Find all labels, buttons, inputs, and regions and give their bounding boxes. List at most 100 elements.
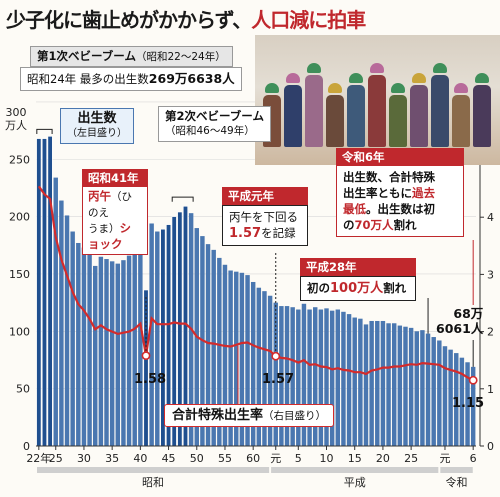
births-bar [397,325,403,446]
reiwa6-line1: 出生数、合計特殊 [343,170,435,184]
births-bar [126,255,132,446]
births-bar [64,215,70,446]
reiwa6-line2b: 過去 [412,186,435,200]
x-tick-label: 45 [162,452,176,465]
x-tick-label: 60 [246,452,260,465]
boom2-head: 第2次ベビーブーム [165,109,264,123]
boom2-sub: （昭和46～49年） [165,125,255,137]
x-tick-label: 元 [439,452,450,465]
showa41-body3: うま） [88,223,120,235]
cap-icon [433,63,447,73]
left-tick-label: 0 [23,440,30,453]
left-tick-label: 200 [9,211,30,224]
callout-showa41: 昭和41年 丙午（ひのえ うま）ショック [82,169,148,255]
births-bar [109,261,115,446]
callout-heisei28: 平成28年 初の100万人割れ [300,258,416,301]
cap-icon [370,63,384,73]
left-axis-max: 300 [5,106,27,119]
heisei28-line-b: 100万人 [330,281,384,296]
births-bar [318,309,324,446]
births-series-label: 出生数 （左目盛り） [60,108,134,144]
births-bar [250,281,256,446]
tfr-series-sub: （右目盛り） [263,410,327,422]
x-tick-label: 50 [190,452,204,465]
reiwa6-line3a: 最低 [343,202,366,216]
births-bar [403,326,408,446]
births-bar [437,340,442,446]
births-bar [301,303,307,446]
x-tick-label: 30 [77,452,91,465]
births-bar [59,200,64,446]
leader-lines [36,128,474,404]
births-bar [380,320,386,446]
headline-lead: 少子化に歯止めがかからず、 [6,8,252,32]
births-bar [375,320,380,446]
reiwa6-line3b: 。出生数は初 [366,202,435,216]
rate-markers [141,351,478,385]
heisei1-body: 丙午を下回る 1.57を記録 [222,205,308,246]
left-tick-label: 100 [9,325,30,338]
cap-icon [349,73,363,83]
era-label: 令和 [446,475,468,489]
rate-marker [468,375,478,385]
reiwa6-line4a: の [343,218,355,232]
showa41-body: 丙午（ひのえ うま）ショック [82,187,148,255]
callout-second-baby-boom: 第2次ベビーブーム （昭和46～49年） [158,106,271,142]
births-bar [352,317,357,446]
x-tick-label: 35 [105,452,119,465]
reiwa6-body: 出生数、合計特殊 出生率ともに過去 最低。出生数は初 の70万人割れ [336,166,464,237]
heisei1-line1: 丙午を下回る [229,210,298,224]
left-tick-label: 50 [16,383,30,396]
births-bar [448,349,453,446]
births-bar [290,307,295,446]
callout-first-baby-boom-head: 第1次ベビーブーム（昭和22～24年） [30,46,233,67]
births-last-line2: 6061人 [436,321,484,336]
era-label: 昭和 [142,476,164,489]
births-bar [205,244,211,446]
era-band [271,467,439,473]
births-bar [391,323,397,446]
showa41-body1: 丙午 [88,189,111,203]
child-figure [452,95,470,147]
births-bar [267,295,273,446]
births-bar [262,291,267,446]
reiwa6-line4c: 割れ [393,218,417,232]
births-bar [369,320,374,446]
heisei28-line-c: 割れ [383,281,407,295]
x-tick-label: 25 [49,452,63,465]
boom1-box: 昭和24年 最多の出生数269万6638人 [20,67,242,91]
child-figure [431,75,449,147]
heisei28-body: 初の100万人割れ [300,276,416,301]
births-bar [228,270,233,446]
left-axis-unit: 300 万人 [5,106,27,132]
right-tick-label: 4 [487,211,494,224]
era-label: 平成 [344,476,366,489]
births-last-line1: 68万 [453,306,484,321]
fertility-rate-line [37,185,474,382]
showa41-head: 昭和41年 [82,169,148,187]
tfr-series-label: 合計特殊出生率（右目盛り） [164,404,335,427]
births-bar [442,346,448,446]
births-last-label: 68万 6061人 [436,306,483,336]
births-bar [454,353,459,446]
left-axis-unit-label: 万人 [5,119,27,132]
left-axis: 0 50 100 150 200 250 [9,153,30,453]
child-figure [473,85,491,147]
boom1-head: 第1次ベビーブーム [37,49,136,63]
boom1-bracket [36,128,53,135]
reiwa6-head: 令和6年 [336,148,464,166]
births-bar [121,260,126,446]
cap-icon [391,83,405,93]
births-bar [470,366,476,446]
births-bar [245,275,250,446]
births-bar [115,263,121,446]
births-bar [273,302,278,446]
x-tick-label: 5 [295,452,302,465]
rate-label-157: 1.57 [262,372,295,387]
boom1-line2: 269万6638人 [148,71,235,86]
left-tick-label: 150 [9,268,30,281]
births-bar [358,318,363,446]
births-bar [408,327,414,446]
x-tick-label: 20 [376,452,390,465]
